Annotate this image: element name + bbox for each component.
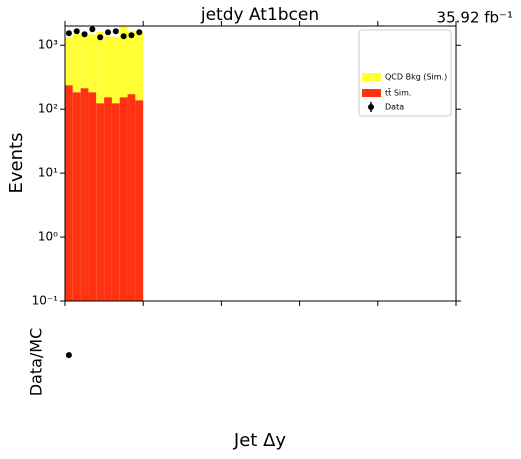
stack-bar (135, 100, 144, 301)
data-point (73, 28, 80, 35)
stack-bar (80, 88, 89, 302)
y-tick-label: 10³ (38, 38, 58, 52)
stack-bar (96, 31, 105, 104)
legend-marker (368, 104, 374, 110)
stack-bar (111, 36, 120, 104)
ratio-point (65, 352, 72, 359)
data-point (105, 29, 112, 36)
stack-bar (119, 26, 128, 98)
stack-bar (88, 92, 97, 301)
stack-bar (72, 33, 81, 93)
stack-bar (119, 97, 128, 302)
stack-bar (65, 85, 73, 301)
stack-bar (104, 36, 112, 98)
y-tick-label: 10² (38, 102, 58, 116)
stack-bar (111, 103, 120, 301)
y-tick-label: 10¹ (38, 166, 58, 180)
stack-bar (72, 92, 81, 301)
y-tick-label: 10⁰ (38, 230, 58, 244)
stack-bar (65, 37, 73, 86)
chart-title: jetdy At1bcen (200, 5, 319, 25)
x-axis-label: Jet Δy (233, 430, 286, 451)
stack-bar (135, 31, 144, 101)
stack-bar (88, 34, 97, 93)
legend-label: tt̄ Sim. (385, 87, 411, 97)
stack-bar (127, 30, 136, 95)
stack-bar (80, 34, 89, 89)
stack-bar (96, 103, 105, 301)
data-point (65, 30, 72, 37)
legend-label: Data (385, 103, 404, 112)
data-point (136, 29, 143, 36)
legend-label: QCD Bkg (Sim.) (385, 73, 447, 82)
axes-frame (64, 25, 457, 302)
luminosity: 35.92 fb⁻¹ (437, 9, 513, 27)
legend-swatch (362, 89, 381, 97)
data-point (97, 34, 104, 41)
data-point (128, 32, 135, 39)
stack-bar (127, 94, 136, 301)
legend-box (358, 29, 452, 117)
ratio-y-axis-label: Data/MC (27, 328, 46, 397)
stack-bar (104, 97, 112, 302)
data-point (89, 26, 96, 33)
data-point (120, 33, 127, 40)
y-axis-label: Events (6, 133, 27, 194)
data-point (112, 28, 119, 35)
data-point (81, 31, 88, 38)
y-tick-label: 10⁻¹ (32, 294, 59, 308)
legend-swatch (362, 73, 381, 81)
